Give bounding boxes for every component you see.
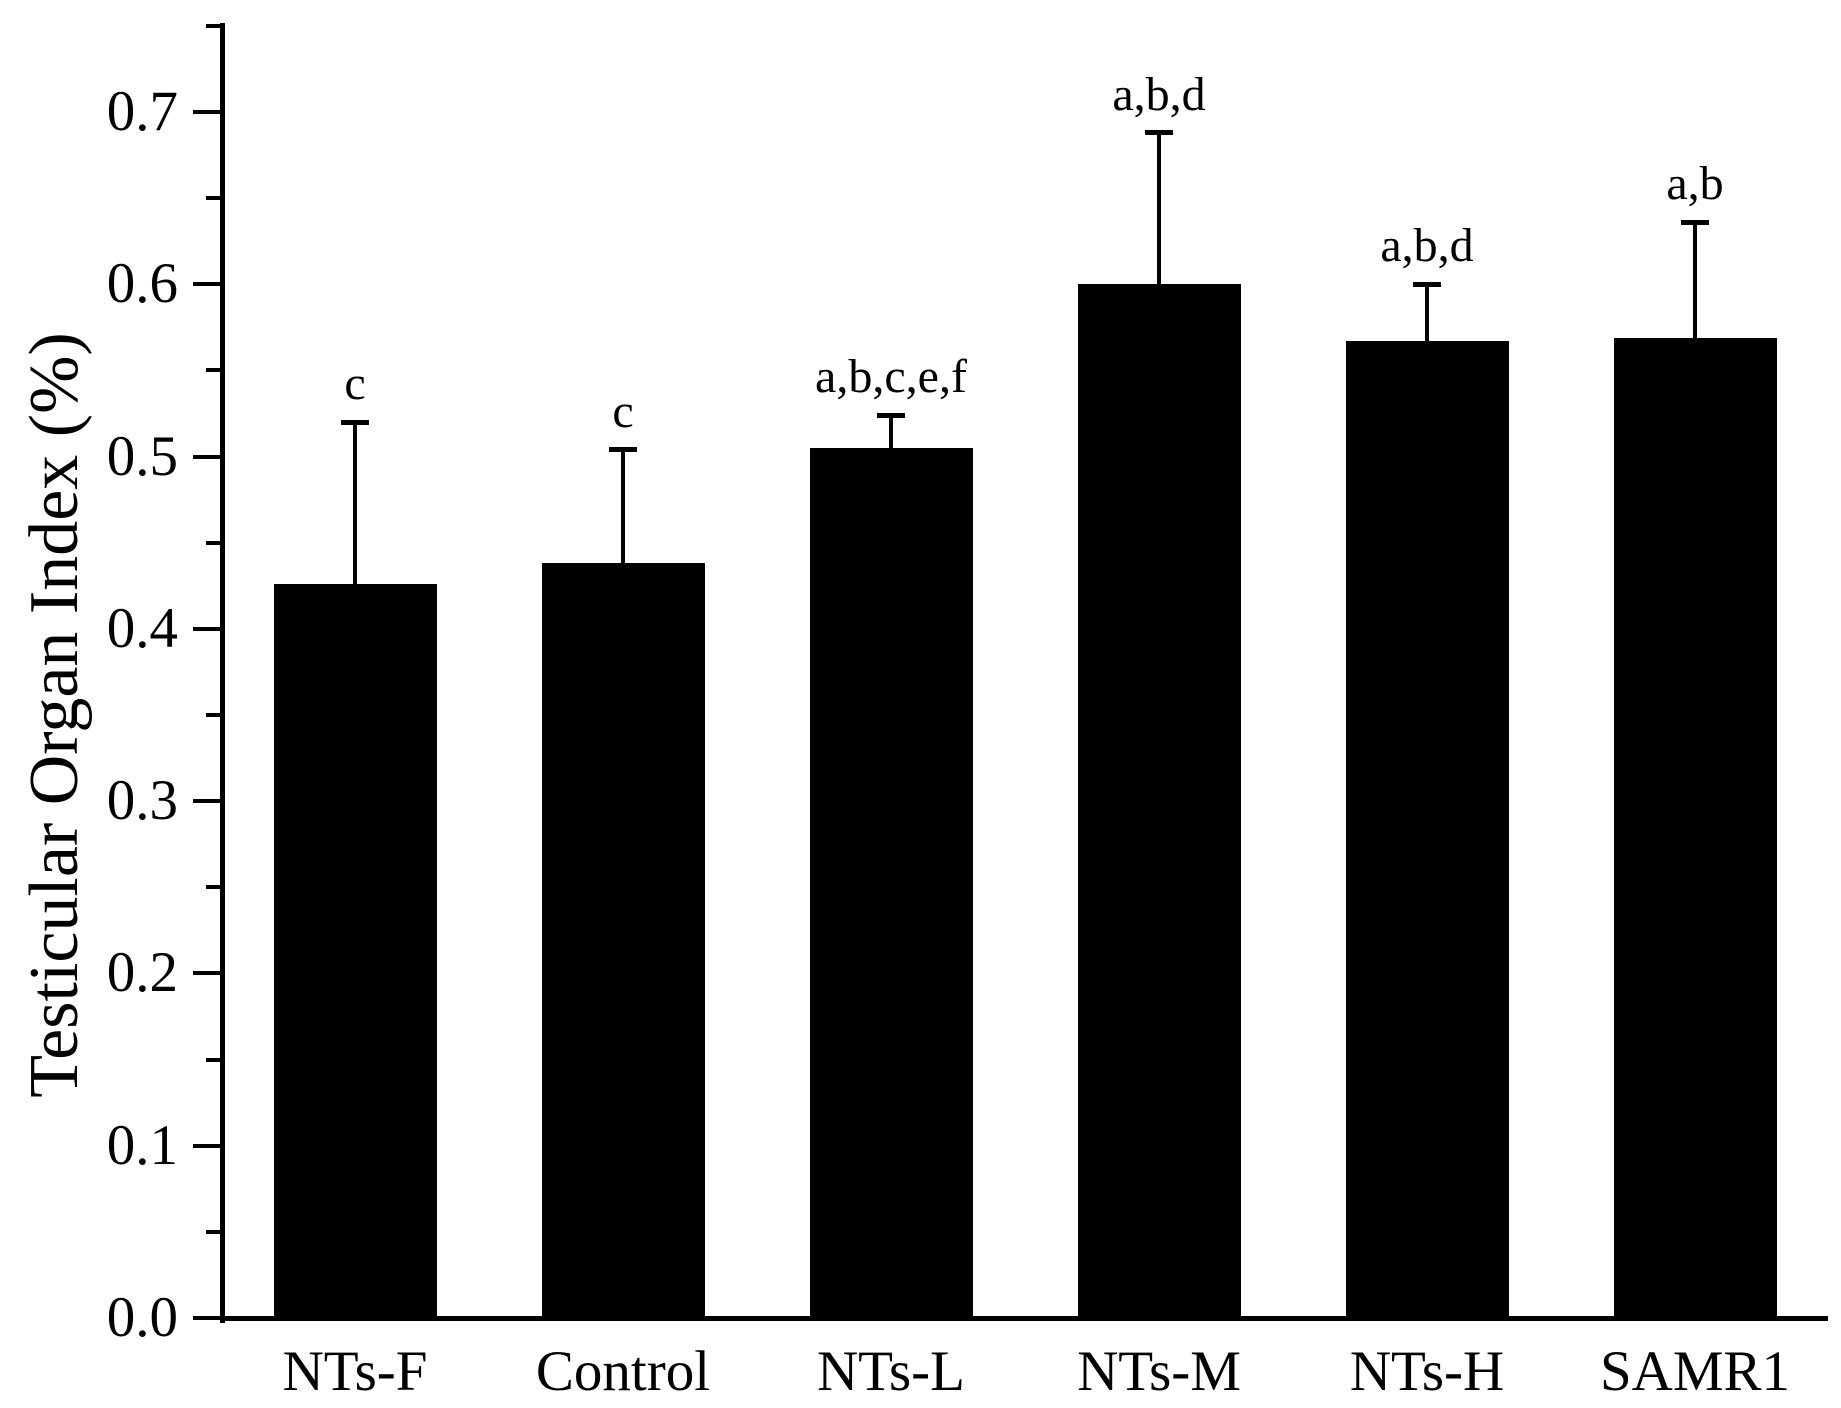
y-tick-label: 0.4 <box>106 596 178 660</box>
significance-label: a,b,d <box>1112 67 1206 121</box>
error-bar-cap <box>1413 281 1441 287</box>
error-bar-cap <box>1145 130 1173 136</box>
y-axis-major-tick <box>193 109 220 114</box>
y-axis-minor-tick <box>206 23 220 28</box>
bar <box>541 563 705 1318</box>
x-tick-label: NTs-F <box>282 1340 428 1403</box>
y-tick-label: 0.5 <box>106 424 178 488</box>
bar <box>1613 337 1777 1318</box>
y-axis-minor-tick <box>206 885 220 890</box>
x-tick-label: Control <box>535 1340 711 1403</box>
y-axis-major-tick <box>193 454 220 459</box>
y-axis-minor-tick <box>206 196 220 201</box>
y-axis-minor-tick <box>206 712 220 717</box>
y-axis-line <box>220 23 225 1323</box>
y-tick-label: 0.2 <box>106 941 178 1005</box>
error-bar-cap <box>341 419 369 425</box>
y-tick-label: 0.3 <box>106 769 178 833</box>
y-axis-major-tick <box>193 971 220 976</box>
x-tick-label: NTs-M <box>1077 1340 1241 1403</box>
x-tick-label: SAMR1 <box>1599 1340 1791 1403</box>
error-bar-cap <box>877 412 905 418</box>
y-axis-minor-tick <box>206 368 220 373</box>
bar <box>1077 284 1241 1318</box>
y-axis-minor-tick <box>206 540 220 545</box>
y-axis-minor-tick <box>206 1057 220 1062</box>
significance-label: a,b <box>1666 157 1724 211</box>
error-bar-stem <box>1157 132 1161 285</box>
y-axis-major-tick <box>193 282 220 287</box>
significance-label: c <box>612 384 634 438</box>
error-bar-stem <box>1425 284 1429 342</box>
error-bar-stem <box>621 449 625 564</box>
y-axis-major-tick <box>193 799 220 804</box>
error-bar-stem <box>353 422 357 584</box>
x-tick-label: NTs-L <box>817 1340 965 1403</box>
y-axis-minor-tick <box>206 1229 220 1234</box>
y-tick-label: 0.0 <box>106 1286 178 1349</box>
bar <box>1345 341 1509 1318</box>
x-tick-label: NTs-H <box>1349 1340 1505 1403</box>
y-axis-major-tick <box>193 1316 220 1320</box>
error-bar-stem <box>1693 222 1697 338</box>
y-axis-major-tick <box>193 1143 220 1148</box>
significance-label: c <box>344 357 366 411</box>
significance-label: a,b,c,e,f <box>815 350 967 404</box>
y-axis-major-tick <box>193 626 220 631</box>
y-tick-label: 0.7 <box>106 79 178 143</box>
error-bar-cap <box>609 447 637 453</box>
error-bar-stem <box>889 415 893 448</box>
bar <box>809 447 973 1318</box>
y-tick-label: 0.1 <box>106 1113 178 1177</box>
y-tick-label: 0.6 <box>106 252 178 316</box>
bar <box>273 584 437 1318</box>
x-axis-line <box>220 1316 1828 1321</box>
error-bar-cap <box>1681 219 1709 225</box>
significance-label: a,b,d <box>1380 219 1474 273</box>
